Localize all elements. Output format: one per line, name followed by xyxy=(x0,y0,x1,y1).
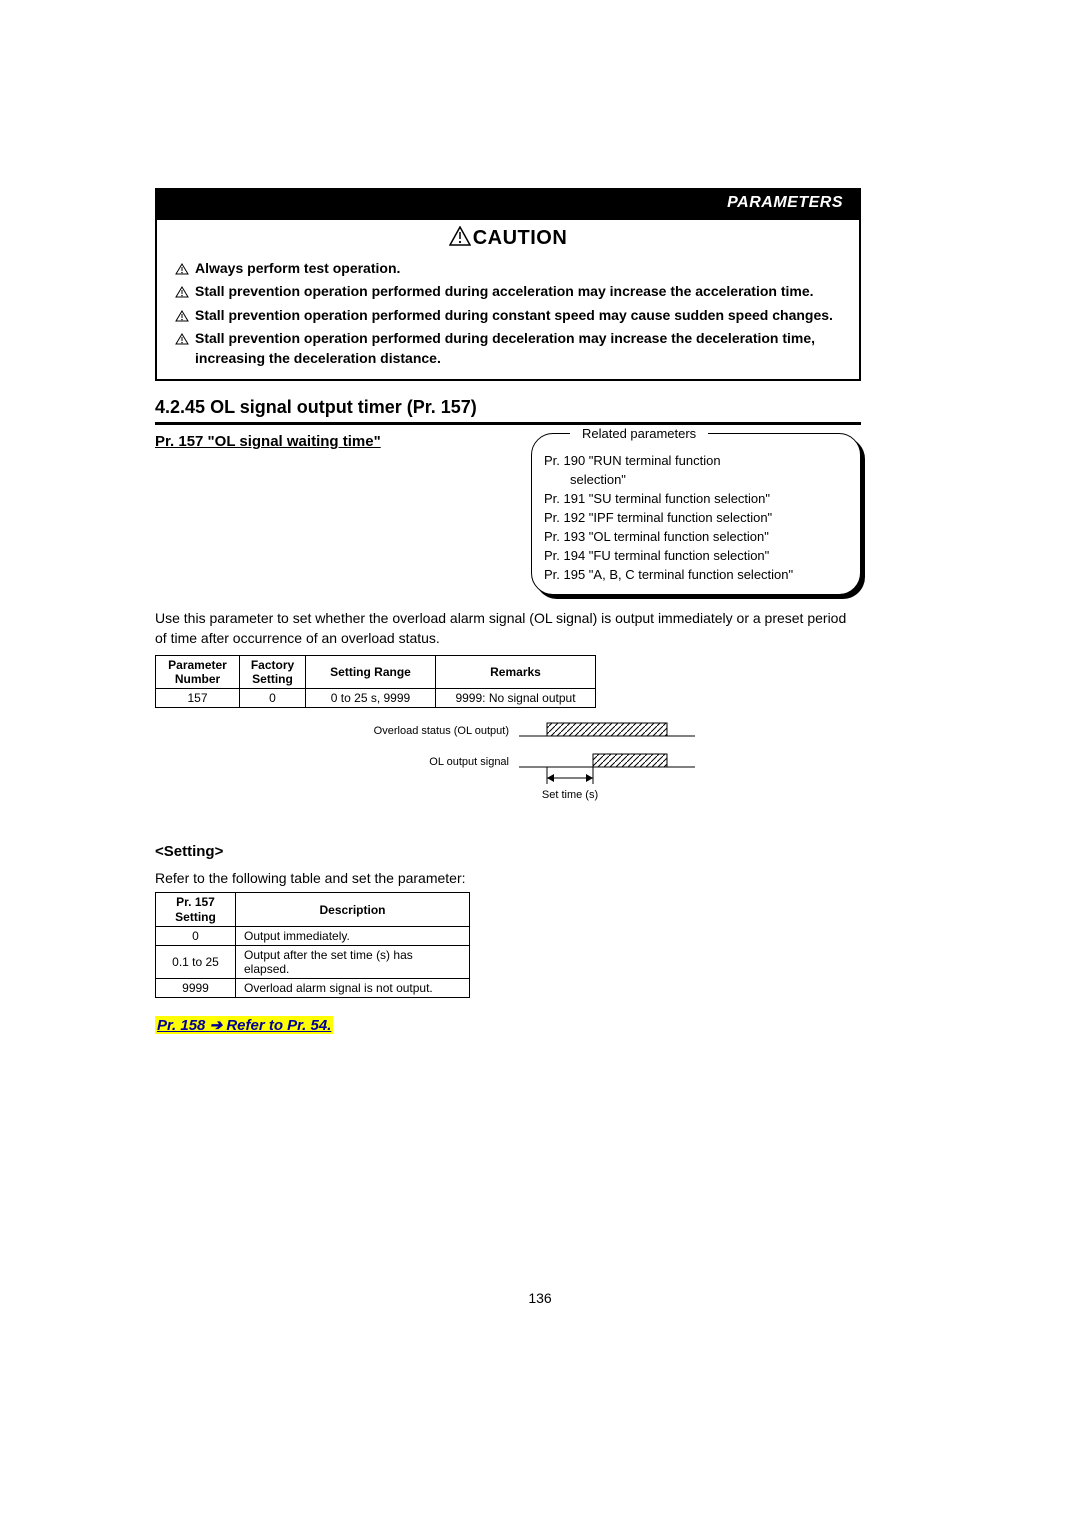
table-cell: 9999 xyxy=(156,979,236,998)
table-cell: 157 xyxy=(156,689,240,708)
parameter-table: ParameterNumber FactorySetting Setting R… xyxy=(155,655,596,709)
caution-title: CAUTION xyxy=(175,226,841,252)
table-row: 0.1 to 25 Output after the set time (s) … xyxy=(156,946,470,979)
setting-heading: <Setting> xyxy=(155,843,861,860)
table-cell: 0 xyxy=(156,927,236,946)
section-rule xyxy=(155,422,861,425)
warning-triangle-icon xyxy=(175,260,189,280)
arrow-right-icon: ➔ xyxy=(210,1017,227,1034)
caution-box: CAUTION Always perform test operation. S… xyxy=(155,218,861,381)
intro-paragraph: Use this parameter to set whether the ov… xyxy=(155,609,861,648)
header-label: PARAMETERS xyxy=(727,194,843,212)
setting-table: Pr. 157Setting Description 0 Output imme… xyxy=(155,892,470,998)
caution-item: Stall prevention operation performed dur… xyxy=(175,305,841,327)
related-parameters-box: Related parameters Pr. 190 "RUN terminal… xyxy=(531,433,861,595)
table-cell: 0 xyxy=(240,689,306,708)
table-row: ParameterNumber FactorySetting Setting R… xyxy=(156,655,596,689)
left-column: Pr. 157 "OL signal waiting time" xyxy=(155,433,511,595)
section-title: 4.2.45 OL signal output timer (Pr. 157) xyxy=(155,397,861,418)
warning-triangle-icon xyxy=(175,307,189,327)
related-item: Pr. 192 "IPF terminal function selection… xyxy=(544,509,850,528)
timing-diagram: Overload status (OL output) OL output si… xyxy=(345,720,861,815)
related-item-sub: selection" xyxy=(544,471,850,490)
warning-triangle-icon xyxy=(175,283,189,303)
table-header: ParameterNumber xyxy=(156,655,240,689)
table-header: Setting Range xyxy=(306,655,436,689)
table-header: Remarks xyxy=(436,655,596,689)
page-number: 136 xyxy=(0,1290,1080,1306)
table-cell: Output immediately. xyxy=(236,927,470,946)
caution-list: Always perform test operation. Stall pre… xyxy=(175,258,841,368)
cross-ref-left: Pr. 158 xyxy=(157,1017,205,1034)
related-item: Pr. 194 "FU terminal function selection" xyxy=(544,547,850,566)
table-header: FactorySetting xyxy=(240,655,306,689)
related-item: Pr. 195 "A, B, C terminal function selec… xyxy=(544,566,850,585)
setting-intro: Refer to the following table and set the… xyxy=(155,870,861,886)
section-heading: OL signal output timer (Pr. 157) xyxy=(210,397,477,417)
warning-triangle-icon xyxy=(449,226,471,252)
table-row: 0 Output immediately. xyxy=(156,927,470,946)
caution-item: Always perform test operation. xyxy=(175,258,841,280)
table-row: 157 0 0 to 25 s, 9999 9999: No signal ou… xyxy=(156,689,596,708)
caution-title-text: CAUTION xyxy=(473,227,568,249)
related-legend: Related parameters xyxy=(570,425,708,444)
table-header: Description xyxy=(236,893,470,927)
diagram-label: Overload status (OL output) xyxy=(374,725,509,737)
table-header: Pr. 157Setting xyxy=(156,893,236,927)
page-content: PARAMETERS CAUTION Always perform test o… xyxy=(155,188,861,1035)
cross-reference-link[interactable]: Pr. 158 ➔ Refer to Pr. 54. xyxy=(155,1016,333,1034)
related-item: Pr. 190 "RUN terminal function xyxy=(544,452,850,471)
table-cell: 0.1 to 25 xyxy=(156,946,236,979)
two-column-row: Pr. 157 "OL signal waiting time" Related… xyxy=(155,433,861,595)
cross-ref-right: Refer to Pr. 54. xyxy=(226,1017,331,1034)
parameter-name: Pr. 157 "OL signal waiting time" xyxy=(155,433,511,450)
caution-text: Always perform test operation. xyxy=(195,258,400,280)
table-cell: Output after the set time (s) has elapse… xyxy=(236,946,470,979)
caution-item: Stall prevention operation performed dur… xyxy=(175,281,841,303)
header-bar: PARAMETERS xyxy=(155,188,861,218)
caution-item: Stall prevention operation performed dur… xyxy=(175,328,841,369)
related-item: Pr. 191 "SU terminal function selection" xyxy=(544,490,850,509)
table-row: Pr. 157Setting Description xyxy=(156,893,470,927)
warning-triangle-icon xyxy=(175,330,189,369)
caution-text: Stall prevention operation performed dur… xyxy=(195,305,833,327)
section-number: 4.2.45 xyxy=(155,397,205,417)
table-cell: Overload alarm signal is not output. xyxy=(236,979,470,998)
table-row: 9999 Overload alarm signal is not output… xyxy=(156,979,470,998)
table-cell: 0 to 25 s, 9999 xyxy=(306,689,436,708)
diagram-label: OL output signal xyxy=(429,756,509,768)
caution-text: Stall prevention operation performed dur… xyxy=(195,328,841,369)
table-cell: 9999: No signal output xyxy=(436,689,596,708)
caution-text: Stall prevention operation performed dur… xyxy=(195,281,814,303)
related-item: Pr. 193 "OL terminal function selection" xyxy=(544,528,850,547)
right-column: Related parameters Pr. 190 "RUN terminal… xyxy=(531,433,861,595)
diagram-label: Set time (s) xyxy=(542,789,598,801)
